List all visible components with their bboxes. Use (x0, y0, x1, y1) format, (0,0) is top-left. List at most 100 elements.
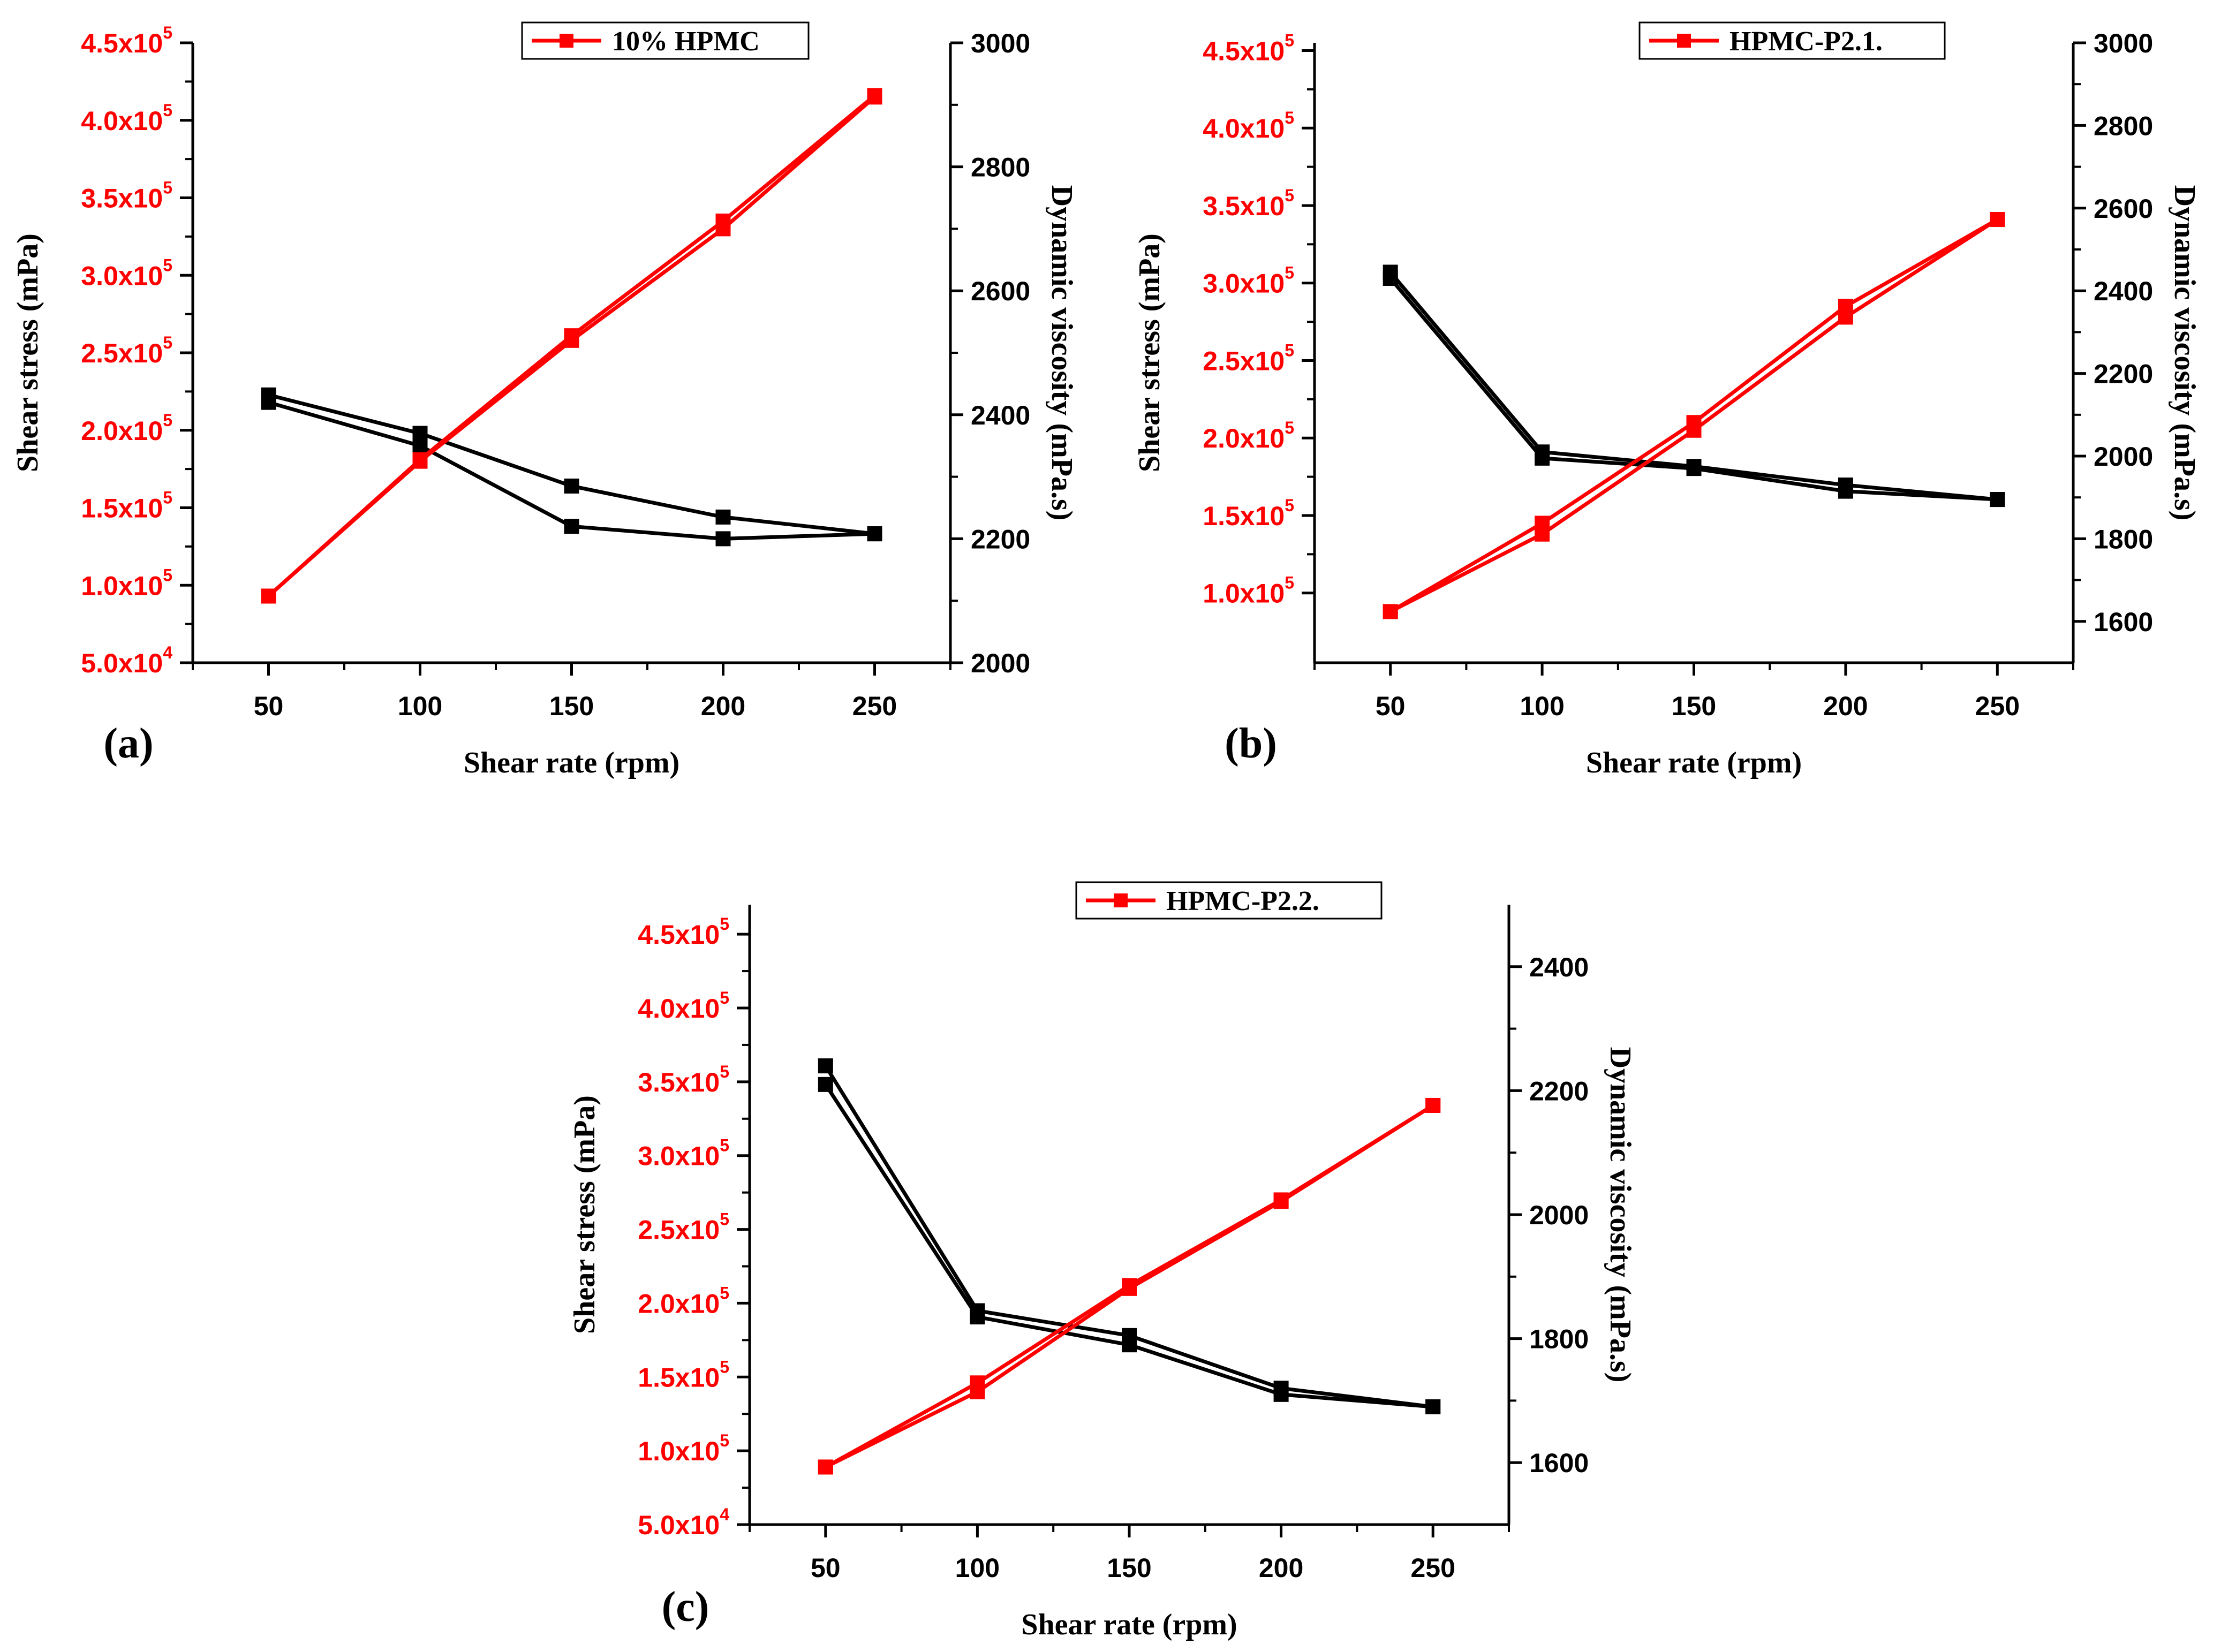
y-right-tick-label: 3000 (2094, 28, 2153, 58)
tick-exponent: 5 (1285, 108, 1294, 127)
tick-exponent: 5 (163, 333, 172, 352)
legend-marker (560, 34, 573, 48)
y-left-tick-label: 1.5x105 (638, 1357, 729, 1392)
data-point (1990, 492, 2005, 507)
tick-mantissa: 1.0x10 (81, 571, 163, 601)
x-tick-label: 50 (254, 691, 284, 721)
legend-label: 10% HPMC (612, 26, 760, 57)
tick-mantissa: 1.5x10 (81, 494, 163, 524)
x-tick-label: 150 (1107, 1553, 1151, 1583)
tick-mantissa: 4.5x10 (638, 920, 720, 950)
tick-exponent: 5 (163, 488, 172, 507)
data-point (818, 1058, 833, 1074)
data-point (715, 509, 731, 525)
data-point (412, 452, 428, 467)
y-axis-right-title: Dynamic viscosity (mPa.s) (2168, 185, 2201, 521)
data-point (564, 519, 579, 534)
y-left-tick-label: 4.5x105 (81, 23, 172, 58)
tick-exponent: 5 (163, 178, 172, 198)
y-right-tick-label: 2200 (971, 524, 1030, 554)
x-axis-title: Shear rate (rpm) (464, 746, 679, 779)
data-point (1122, 1328, 1137, 1343)
data-point (1425, 1097, 1441, 1113)
tick-exponent: 5 (1285, 263, 1294, 283)
x-tick-label: 150 (549, 691, 594, 721)
legend-marker (1677, 34, 1691, 48)
y-right-tick-label: 3000 (971, 28, 1030, 58)
y-right-tick-label: 2200 (1529, 1076, 1589, 1106)
tick-mantissa: 5.0x10 (638, 1510, 720, 1540)
tick-mantissa: 3.5x10 (81, 184, 163, 214)
y-left-tick-label: 2.0x105 (81, 411, 172, 446)
x-tick-label: 200 (701, 691, 745, 721)
chart-panel-b: 50 100 150 200 2501.0x1051.5x1052.0x1052.5x1… (1133, 21, 2201, 779)
data-point (715, 213, 731, 229)
legend: HPMC-P2.2. (1075, 881, 1383, 920)
y-right-tick-label: 2000 (2094, 442, 2153, 472)
tick-mantissa: 2.0x10 (81, 416, 163, 446)
y-left-tick-label: 4.0x105 (638, 988, 729, 1024)
tick-mantissa: 2.0x10 (638, 1289, 720, 1318)
x-tick-label: 250 (1975, 691, 2020, 721)
data-point (564, 478, 579, 494)
data-point (818, 1459, 833, 1475)
tick-mantissa: 3.0x10 (638, 1141, 720, 1171)
data-point (1686, 459, 1702, 474)
tick-mantissa: 2.0x10 (1203, 423, 1285, 453)
tick-mantissa: 3.5x10 (1203, 191, 1285, 221)
data-point (1838, 299, 1853, 314)
tick-exponent: 5 (1285, 418, 1294, 437)
x-axis-title: Shear rate (rpm) (1586, 746, 1802, 779)
data-point (1990, 212, 2005, 228)
tick-mantissa: 5.0x10 (81, 648, 163, 678)
y-right-tick-label: 2000 (1529, 1200, 1589, 1230)
data-point (261, 387, 276, 403)
y-left-tick-label: 1.5x105 (81, 488, 172, 524)
tick-exponent: 5 (720, 914, 729, 934)
y-right-tick-label: 2400 (971, 400, 1030, 430)
y-left-tick-label: 2.0x105 (1203, 418, 1294, 453)
y-left-tick-label: 2.5x105 (81, 333, 172, 368)
tick-mantissa: 3.0x10 (1203, 269, 1285, 299)
y-left-tick-label: 2.5x105 (638, 1210, 729, 1245)
y-axis-left-title: Shear stress (mPa) (568, 1095, 601, 1334)
data-point (412, 426, 428, 441)
tick-exponent: 5 (163, 411, 172, 430)
data-point (1535, 516, 1550, 531)
tick-mantissa: 3.5x10 (638, 1067, 720, 1097)
tick-exponent: 5 (1285, 186, 1294, 205)
y-axis-right-title: Dynamic viscosity (mPa.s) (1045, 185, 1078, 521)
x-tick-label: 50 (1376, 691, 1406, 721)
y-right-tick-label: 1800 (1529, 1324, 1589, 1354)
chart-panel-c: 50 100 150 200 2505.0x1041.0x1051.5x1052.0x1… (568, 881, 1637, 1641)
data-point (1273, 1381, 1289, 1396)
y-right-tick-label: 1600 (1529, 1448, 1589, 1478)
data-point (970, 1375, 985, 1391)
tick-exponent: 5 (720, 988, 729, 1007)
legend-label: HPMC-P2.2. (1166, 886, 1319, 916)
data-point (1273, 1192, 1289, 1208)
tick-exponent: 5 (1285, 496, 1294, 515)
tick-mantissa: 4.0x10 (638, 994, 720, 1024)
tick-exponent: 5 (163, 101, 172, 120)
tick-exponent: 5 (163, 23, 172, 42)
data-point (715, 531, 731, 547)
y-left-tick-label: 4.5x105 (638, 914, 729, 950)
x-axis-title: Shear rate (rpm) (1021, 1608, 1237, 1641)
y-right-tick-label: 2800 (971, 153, 1030, 183)
data-point (1686, 415, 1702, 430)
y-right-tick-label: 2400 (1529, 952, 1589, 982)
y-left-tick-label: 4.5x105 (1203, 31, 1294, 66)
tick-mantissa: 2.5x10 (638, 1215, 720, 1245)
y-left-tick-label: 5.0x104 (81, 643, 172, 678)
data-point (261, 588, 276, 604)
y-left-tick-label: 1.0x105 (81, 565, 172, 601)
series-line (824, 1065, 1433, 1409)
panel-label: (c) (662, 1583, 709, 1631)
legend: 10% HPMC (521, 21, 810, 60)
data-point (867, 526, 882, 542)
y-left-tick-label: 3.5x105 (81, 178, 172, 214)
y-left-tick-label: 3.0x105 (638, 1136, 729, 1171)
